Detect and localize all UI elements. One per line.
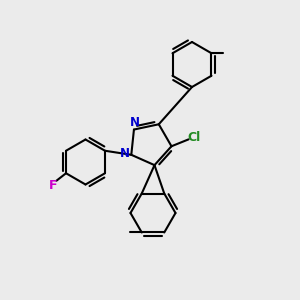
Text: F: F: [49, 179, 58, 192]
Text: Cl: Cl: [188, 131, 201, 144]
Text: N: N: [130, 116, 140, 129]
Text: N: N: [120, 147, 130, 160]
